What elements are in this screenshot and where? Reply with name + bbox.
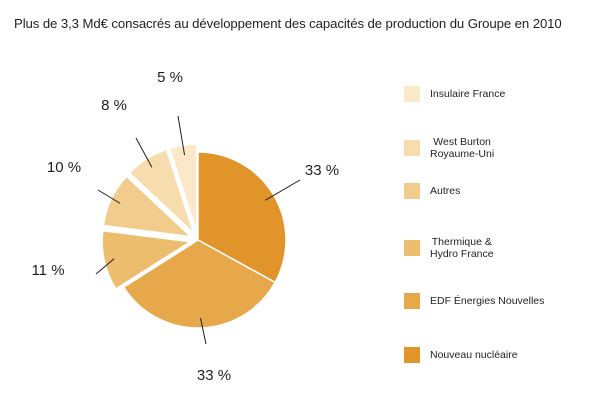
- chart-title: Plus de 3,3 Md€ consacrés au développeme…: [14, 16, 562, 31]
- leader-line-5: [135, 137, 153, 168]
- data-label-2: 33 %: [197, 367, 231, 384]
- data-label-6: 5 %: [157, 69, 183, 86]
- pie-slice-5: [128, 148, 195, 234]
- data-label-4: 10 %: [47, 159, 81, 176]
- leader-line-4: [97, 189, 121, 204]
- data-label-1: 33 %: [305, 162, 339, 179]
- pie-slice-3: [101, 229, 193, 290]
- leader-line-1: [264, 179, 301, 201]
- pie-slice-4: [102, 175, 193, 238]
- data-label-5: 8 %: [101, 97, 127, 114]
- leader-line-2: [199, 317, 207, 345]
- data-label-3: 11 %: [31, 262, 64, 279]
- leader-line-3: [95, 258, 115, 275]
- leader-line-6: [177, 115, 186, 156]
- pie-slice-2: [122, 239, 277, 329]
